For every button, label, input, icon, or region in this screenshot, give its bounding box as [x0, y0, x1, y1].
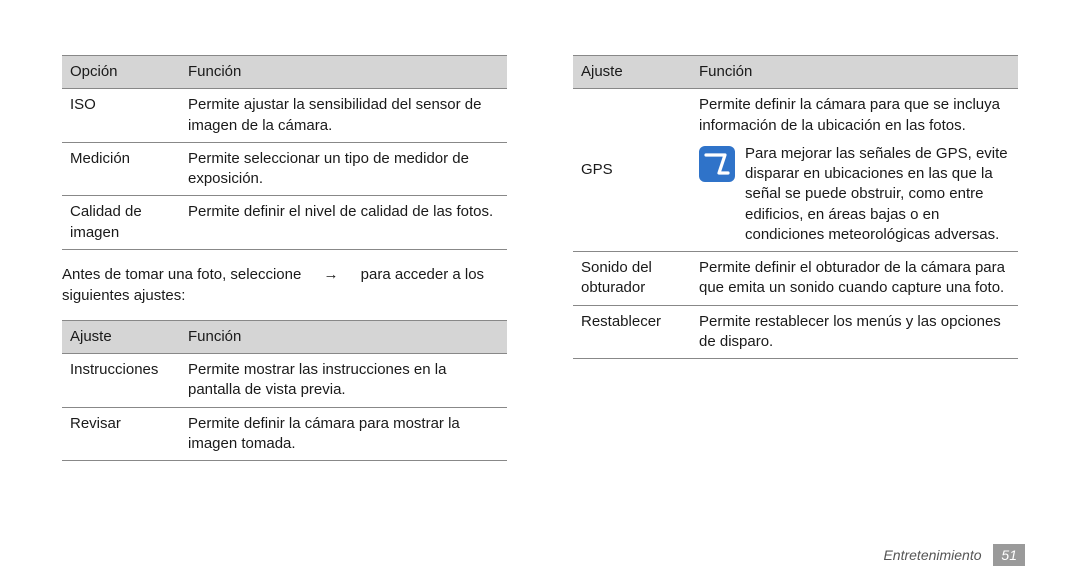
gps-intro-text: Permite definir la cámara para que se in… [699, 95, 1008, 136]
table-row: Revisar Permite definir la cámara para m… [62, 407, 507, 461]
between-pre: Antes de tomar una foto, seleccione [62, 266, 301, 283]
cell-option: Calidad de imagen [62, 196, 180, 250]
cell-setting: Sonido del obturador [573, 252, 691, 306]
cell-function-gps: Permite definir la cámara para que se in… [691, 89, 1018, 252]
table-header-row: Ajuste Función [62, 320, 507, 353]
cell-option: Medición [62, 142, 180, 196]
header-opcion: Opción [62, 56, 180, 89]
cell-option: ISO [62, 89, 180, 143]
page-footer: Entretenimiento 51 [883, 544, 1025, 566]
header-funcion: Función [180, 56, 507, 89]
options-table: Opción Función ISO Permite ajustar la se… [62, 55, 507, 250]
gps-note: Para mejorar las señales de GPS, evite d… [699, 144, 1008, 245]
between-paragraph: Antes de tomar una foto, seleccione → pa… [62, 264, 507, 306]
table-header-row: Ajuste Función [573, 56, 1018, 89]
cell-function: Permite restablecer los menús y las opci… [691, 305, 1018, 359]
footer-page-number: 51 [993, 544, 1025, 566]
page-columns: Opción Función ISO Permite ajustar la se… [0, 0, 1080, 461]
table-header-row: Opción Función [62, 56, 507, 89]
footer-section-label: Entretenimiento [883, 547, 981, 563]
table-row: Sonido del obturador Permite definir el … [573, 252, 1018, 306]
settings-table-left: Ajuste Función Instrucciones Permite mos… [62, 320, 507, 461]
header-funcion: Función [691, 56, 1018, 89]
gps-note-text: Para mejorar las señales de GPS, evite d… [745, 144, 1008, 245]
cell-function: Permite definir la cámara para mostrar l… [180, 407, 507, 461]
settings-table-right: Ajuste Función GPS Permite definir la cá… [573, 55, 1018, 359]
cell-setting: Instrucciones [62, 354, 180, 408]
table-row: ISO Permite ajustar la sensibilidad del … [62, 89, 507, 143]
cell-setting-gps: GPS [573, 89, 691, 252]
table-row: Restablecer Permite restablecer los menú… [573, 305, 1018, 359]
cell-setting: Restablecer [573, 305, 691, 359]
table-row-gps: GPS Permite definir la cámara para que s… [573, 89, 1018, 252]
left-column: Opción Función ISO Permite ajustar la se… [62, 55, 507, 461]
table-row: Instrucciones Permite mostrar las instru… [62, 354, 507, 408]
cell-function: Permite seleccionar un tipo de medidor d… [180, 142, 507, 196]
header-ajuste: Ajuste [573, 56, 691, 89]
table-row: Calidad de imagen Permite definir el niv… [62, 196, 507, 250]
header-ajuste: Ajuste [62, 320, 180, 353]
arrow-icon: → [305, 266, 356, 283]
cell-function: Permite definir el nivel de calidad de l… [180, 196, 507, 250]
right-column: Ajuste Función GPS Permite definir la cá… [573, 55, 1018, 461]
info-note-icon [699, 146, 735, 182]
table-row: Medición Permite seleccionar un tipo de … [62, 142, 507, 196]
header-funcion: Función [180, 320, 507, 353]
cell-function: Permite mostrar las instrucciones en la … [180, 354, 507, 408]
cell-function: Permite definir el obturador de la cámar… [691, 252, 1018, 306]
cell-function: Permite ajustar la sensibilidad del sens… [180, 89, 507, 143]
cell-setting: Revisar [62, 407, 180, 461]
